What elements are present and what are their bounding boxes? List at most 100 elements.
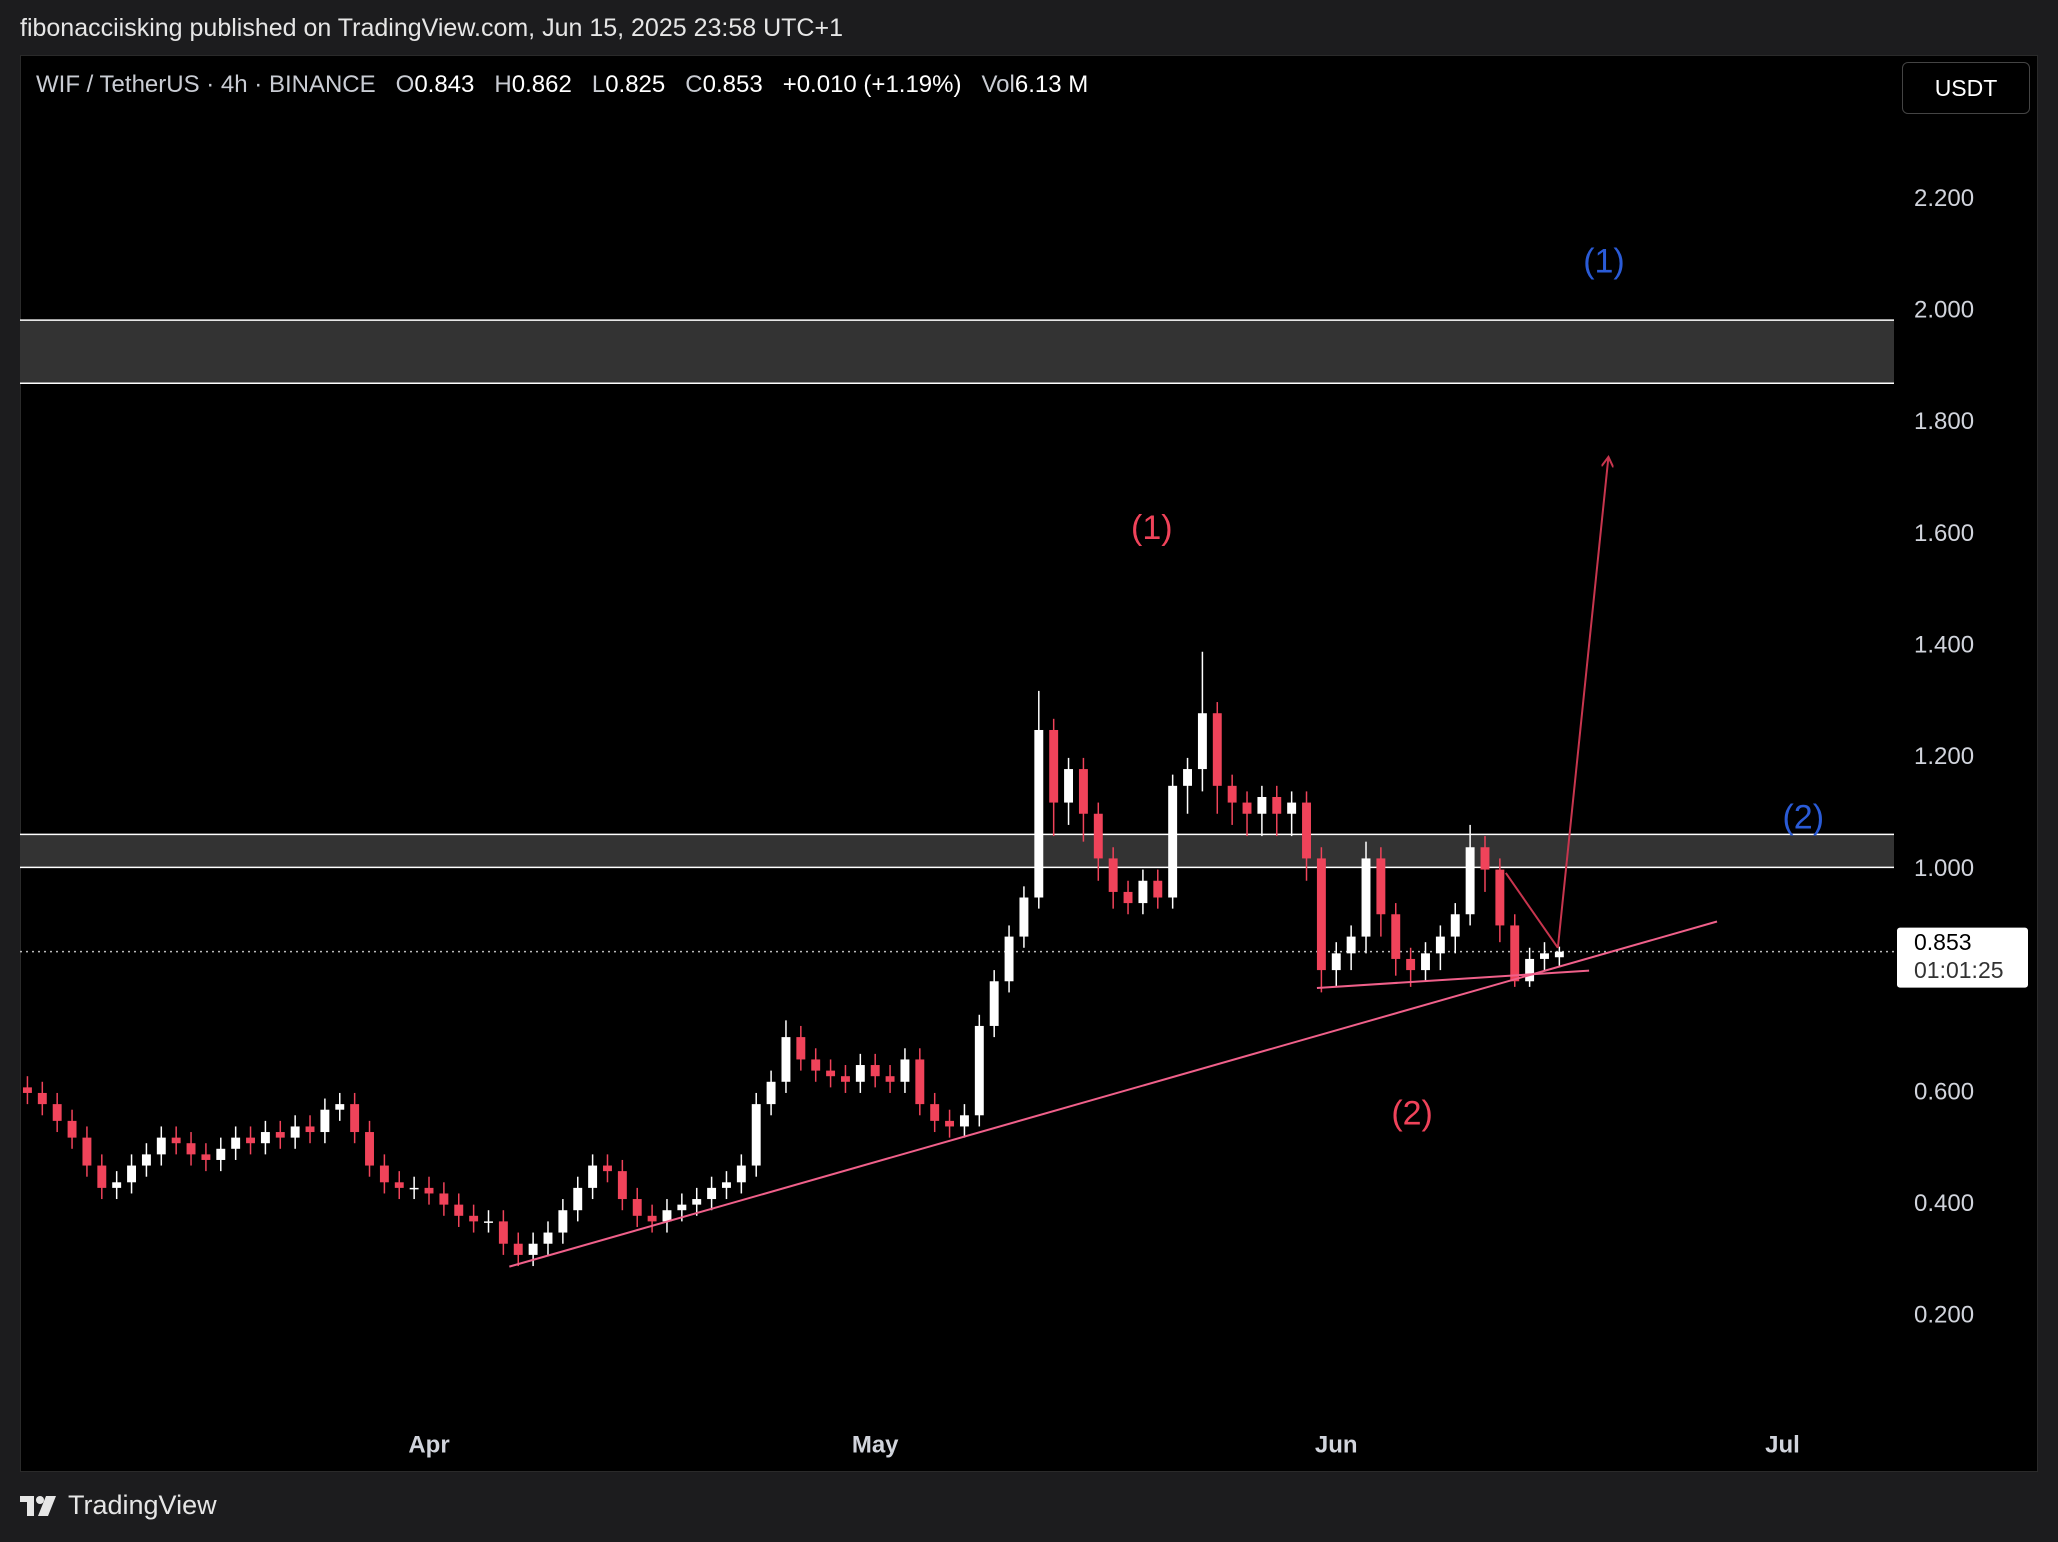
candle-body <box>840 1076 850 1082</box>
candle-body <box>305 1126 315 1133</box>
candle-body <box>275 1132 285 1138</box>
candle-body <box>1331 953 1341 971</box>
candle-body <box>930 1104 940 1121</box>
candle-body <box>1346 936 1356 954</box>
candle-body <box>603 1165 612 1172</box>
candle-body <box>1108 858 1118 892</box>
candle-body <box>1302 802 1311 859</box>
y-tick-label: 0.200 <box>1914 1302 1974 1329</box>
candle-body <box>1450 914 1460 937</box>
candle-body <box>1093 813 1103 859</box>
ohlc-value: 0.843 <box>414 71 475 98</box>
countdown: 01:01:25 <box>1914 957 2004 983</box>
brand: TradingView <box>68 1490 217 1520</box>
candle-body <box>617 1171 627 1200</box>
candle-body <box>885 1076 895 1082</box>
candle-body <box>959 1115 969 1127</box>
ohlc-key: H <box>494 71 512 98</box>
ohlc-value: 0.853 <box>702 71 763 98</box>
candle-body <box>201 1154 211 1160</box>
publisher-line: fibonacciisking published on TradingView… <box>20 14 843 42</box>
candle-body <box>260 1132 270 1144</box>
x-tick-label: Jun <box>1315 1431 1358 1458</box>
trend-line <box>509 920 1718 1268</box>
candle-body <box>1510 925 1520 982</box>
candle-body <box>900 1059 910 1082</box>
candle-body <box>394 1182 404 1188</box>
candle-body <box>484 1221 493 1223</box>
candle-body <box>320 1109 330 1133</box>
y-tick-label: 1.400 <box>1914 632 1974 659</box>
candle-body <box>1183 769 1192 786</box>
y-tick-label: 1.200 <box>1914 743 1974 770</box>
candle-body <box>424 1187 434 1194</box>
x-tick-label: Apr <box>408 1431 449 1458</box>
candle-body <box>186 1143 196 1155</box>
candle-body <box>1361 858 1371 937</box>
candle-body <box>97 1165 107 1188</box>
candle-body <box>454 1204 464 1216</box>
candle-body <box>1123 891 1133 904</box>
candle-body <box>216 1148 226 1160</box>
candle-body <box>1004 936 1014 982</box>
candle-body <box>796 1037 806 1060</box>
candle-body <box>82 1137 92 1166</box>
ohlc-key: L <box>591 71 606 98</box>
price-box <box>1897 927 2028 988</box>
candle-body <box>365 1132 374 1166</box>
candle-body <box>1197 713 1207 770</box>
y-tick-label: 0.400 <box>1914 1190 1974 1217</box>
candle-body <box>1153 880 1163 898</box>
candle-body <box>141 1154 151 1166</box>
y-tick-label: 2.200 <box>1914 185 1974 212</box>
candle-body <box>112 1182 122 1188</box>
symbol: WIF / TetherUS · 4h · BINANCE <box>36 71 376 98</box>
candle-body <box>290 1126 300 1138</box>
currency-button[interactable]: USDT <box>1902 62 2030 114</box>
candle-body <box>677 1204 687 1211</box>
candle-body <box>37 1092 47 1105</box>
candle-body <box>811 1059 821 1071</box>
candle-body <box>1525 958 1535 982</box>
candle-body <box>171 1137 181 1144</box>
candle-body <box>751 1104 761 1166</box>
candle-body <box>1480 847 1490 870</box>
wave-label: (2) <box>1782 798 1824 836</box>
candle-body <box>632 1199 642 1216</box>
footer: TradingView <box>20 1490 217 1521</box>
candle-body <box>573 1187 583 1211</box>
y-tick-label: 1.000 <box>1914 855 1974 882</box>
volume-value: 6.13 M <box>1014 71 1089 98</box>
candle-body <box>1421 953 1430 971</box>
ohlc-key: O <box>395 71 415 98</box>
candle-body <box>1227 785 1237 803</box>
candle-body <box>692 1199 702 1205</box>
price-label: 0.853 <box>1914 929 1972 955</box>
candle-body <box>1078 769 1088 814</box>
candle-body <box>855 1065 865 1082</box>
candle-body <box>1034 729 1044 898</box>
candle-body <box>513 1243 523 1255</box>
trend-line <box>1504 872 1559 949</box>
candle-body <box>1495 869 1505 926</box>
candle-body <box>558 1210 568 1233</box>
candle-body <box>945 1120 955 1127</box>
candle-body <box>870 1065 880 1077</box>
candle-body <box>1376 858 1386 915</box>
candle-body <box>543 1232 553 1244</box>
trend-line <box>1316 969 1590 989</box>
x-tick-label: Jul <box>1765 1431 1800 1458</box>
candle-body <box>1257 796 1267 814</box>
candle-body <box>1242 802 1252 814</box>
candle-body <box>498 1221 508 1244</box>
zone <box>20 834 1894 868</box>
candle-body <box>707 1187 717 1200</box>
candle-body <box>662 1210 672 1222</box>
wave-label: (2) <box>1391 1094 1433 1132</box>
y-tick-label: 0.600 <box>1914 1078 1974 1105</box>
candle-body <box>736 1165 746 1183</box>
candle-body <box>335 1104 345 1110</box>
candle-body <box>1212 713 1222 786</box>
candle-body <box>1287 802 1297 814</box>
